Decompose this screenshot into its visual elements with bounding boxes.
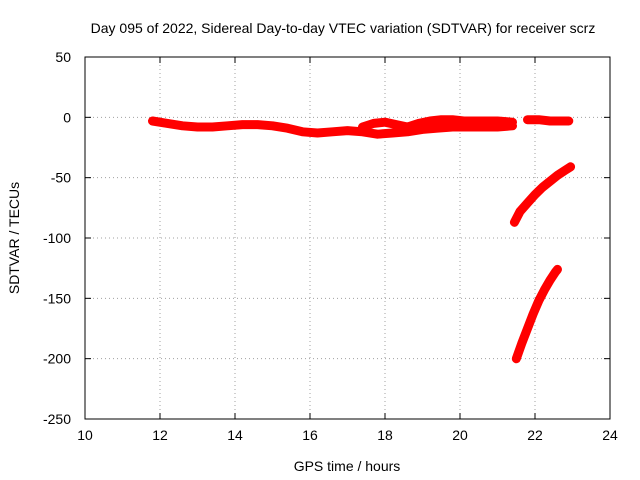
data-point [566, 162, 575, 171]
data-point [516, 207, 524, 216]
y-tick-label: 0 [63, 109, 71, 125]
series-line [509, 162, 576, 227]
chart-title: Day 095 of 2022, Sidereal Day-to-day VTE… [91, 20, 596, 36]
data-point [482, 116, 491, 125]
data-point [403, 122, 412, 131]
x-tick-label: 14 [227, 427, 243, 443]
data-series-3 [523, 115, 574, 126]
data-point [448, 122, 457, 131]
data-point [553, 265, 562, 274]
data-point [268, 121, 277, 130]
y-tick-label: -250 [43, 411, 71, 427]
data-point [546, 276, 554, 285]
data-point [564, 116, 573, 125]
data-point [534, 115, 543, 124]
data-point [531, 190, 539, 199]
data-series-1 [148, 116, 517, 139]
x-tick-label: 22 [527, 427, 543, 443]
data-point [510, 218, 519, 227]
data-point [523, 115, 532, 124]
data-point [253, 120, 262, 129]
x-tick-label: 20 [452, 427, 468, 443]
data-point [493, 116, 502, 125]
data-point [546, 116, 554, 125]
data-point [163, 119, 172, 128]
y-tick-label: -200 [43, 351, 71, 367]
data-point [433, 124, 442, 133]
data-point [369, 119, 378, 128]
data-point [381, 118, 389, 127]
y-axis-title: SDTVAR / TECUs [6, 182, 22, 294]
data-point [517, 338, 526, 347]
ticks [84, 56, 611, 420]
data-point [238, 120, 247, 129]
data-point [392, 120, 401, 129]
y-tick-label: -100 [43, 230, 71, 246]
data-series-2 [358, 115, 517, 132]
data-point [523, 199, 532, 208]
data-point [193, 122, 202, 131]
series-layer [148, 115, 576, 364]
data-point [471, 116, 479, 125]
x-axis-title: GPS time / hours [294, 458, 401, 474]
data-point [437, 115, 446, 124]
data-point [208, 122, 217, 131]
data-point [298, 127, 307, 136]
x-tick-label: 24 [602, 427, 618, 443]
data-point [553, 171, 562, 180]
x-tick-label: 10 [77, 427, 93, 443]
y-tick-label: -50 [51, 170, 71, 186]
data-point [534, 296, 543, 305]
data-point [328, 127, 337, 136]
data-point [388, 129, 397, 138]
data-point [529, 310, 538, 319]
data-point [512, 354, 521, 363]
y-tick-label: 50 [55, 49, 71, 65]
data-point [178, 121, 187, 130]
data-point [223, 121, 232, 130]
y-tick-labels: 50 0 -50 -100 -150 -200 -250 [43, 49, 71, 427]
data-point [313, 129, 322, 138]
data-point [283, 124, 292, 133]
data-series-4 [509, 162, 576, 227]
plot-frame [84, 56, 611, 420]
x-tick-labels: 10 12 14 16 18 20 22 24 [77, 427, 618, 443]
data-point [508, 118, 517, 127]
data-point [448, 115, 457, 124]
x-tick-label: 12 [152, 427, 168, 443]
data-point [459, 116, 468, 125]
data-point [414, 119, 423, 128]
data-point [373, 130, 382, 139]
x-tick-label: 18 [377, 427, 393, 443]
data-point [426, 116, 434, 125]
data-point [538, 183, 547, 192]
grid [85, 57, 610, 419]
data-point [148, 116, 157, 125]
data-point [561, 166, 569, 175]
data-point [546, 177, 554, 186]
data-point [343, 126, 352, 135]
data-point [540, 285, 549, 294]
y-tick-label: -150 [43, 290, 71, 306]
data-point [557, 116, 566, 125]
data-point [358, 122, 367, 131]
x-tick-label: 16 [302, 427, 318, 443]
data-point [523, 324, 532, 333]
data-series-5 [511, 264, 562, 364]
